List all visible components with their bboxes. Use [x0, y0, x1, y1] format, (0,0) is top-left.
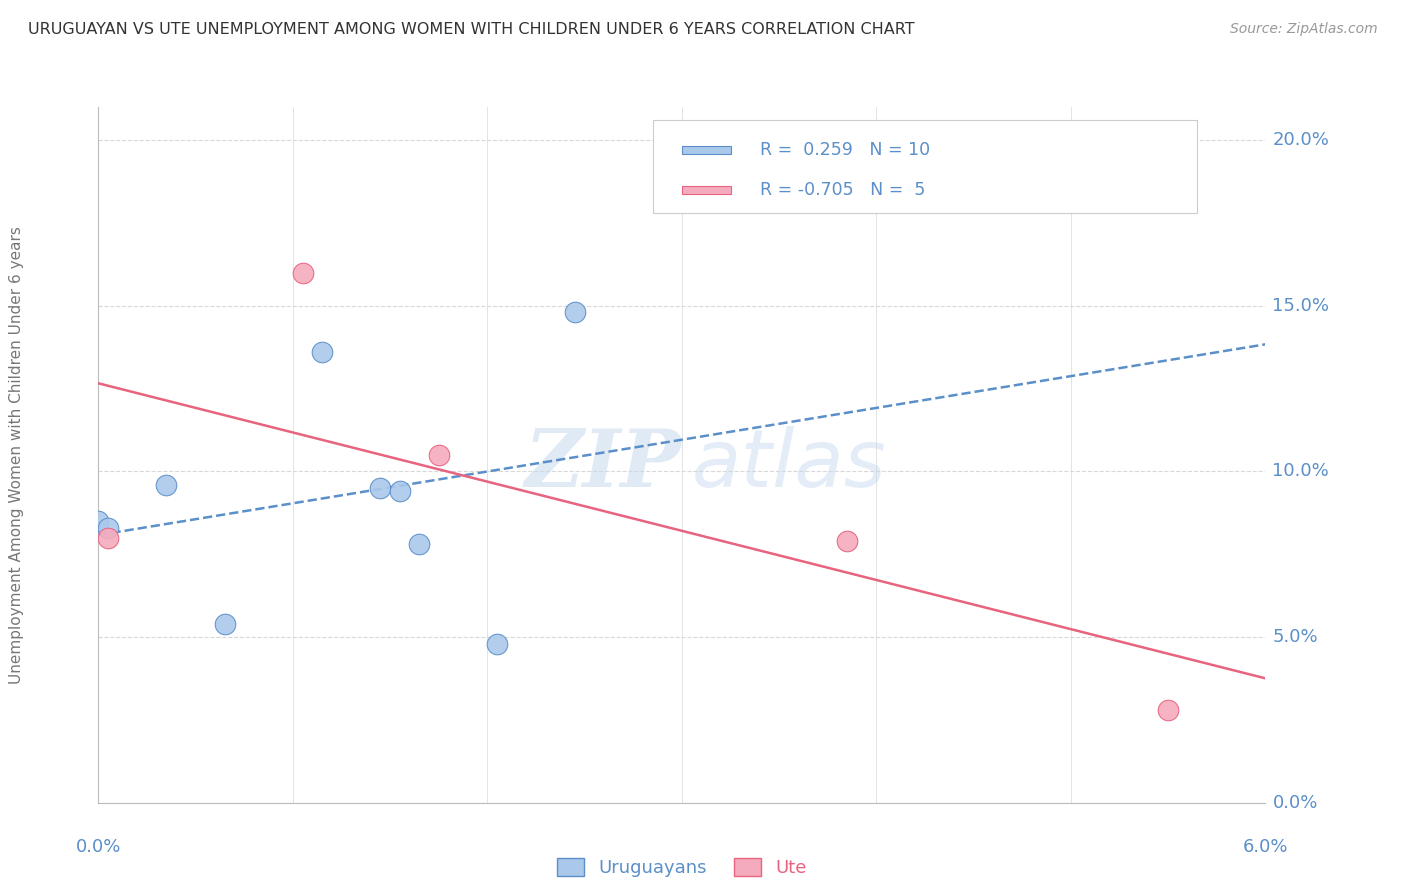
- Text: 5.0%: 5.0%: [1272, 628, 1317, 646]
- Point: [427, 448, 450, 462]
- Point: [291, 266, 314, 280]
- Point: [1157, 703, 1180, 717]
- Text: R =  0.259   N = 10: R = 0.259 N = 10: [759, 141, 929, 159]
- Text: R = -0.705   N =  5: R = -0.705 N = 5: [759, 181, 925, 199]
- Text: ZIP: ZIP: [524, 426, 682, 504]
- Point: [87, 514, 110, 528]
- Point: [97, 531, 120, 545]
- FancyBboxPatch shape: [682, 146, 731, 154]
- Point: [155, 477, 177, 491]
- Text: 20.0%: 20.0%: [1272, 131, 1329, 149]
- Text: 15.0%: 15.0%: [1272, 297, 1330, 315]
- Text: Source: ZipAtlas.com: Source: ZipAtlas.com: [1230, 22, 1378, 37]
- Text: 6.0%: 6.0%: [1243, 838, 1288, 856]
- FancyBboxPatch shape: [682, 186, 731, 194]
- Point: [97, 521, 120, 535]
- Point: [486, 637, 509, 651]
- Point: [370, 481, 392, 495]
- Point: [564, 305, 586, 319]
- Point: [837, 534, 859, 549]
- Text: atlas: atlas: [692, 425, 886, 504]
- Point: [388, 484, 411, 499]
- Text: 0.0%: 0.0%: [76, 838, 121, 856]
- Point: [214, 616, 236, 631]
- Text: 0.0%: 0.0%: [1272, 794, 1317, 812]
- Point: [311, 345, 333, 359]
- Text: URUGUAYAN VS UTE UNEMPLOYMENT AMONG WOMEN WITH CHILDREN UNDER 6 YEARS CORRELATIO: URUGUAYAN VS UTE UNEMPLOYMENT AMONG WOME…: [28, 22, 915, 37]
- FancyBboxPatch shape: [652, 120, 1198, 213]
- Text: Unemployment Among Women with Children Under 6 years: Unemployment Among Women with Children U…: [10, 226, 24, 684]
- Point: [408, 537, 430, 551]
- Legend: Uruguayans, Ute: Uruguayans, Ute: [550, 850, 814, 884]
- Text: 10.0%: 10.0%: [1272, 462, 1329, 481]
